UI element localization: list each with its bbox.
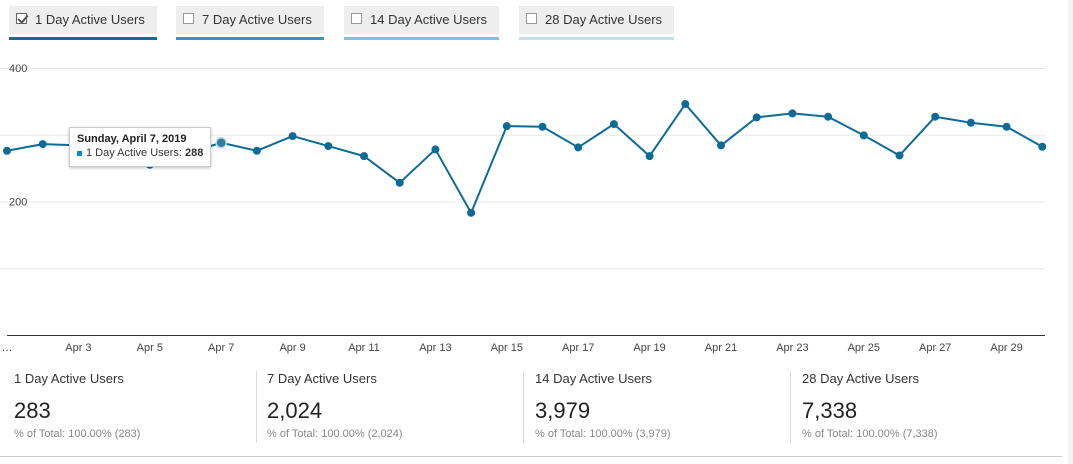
data-point	[431, 145, 440, 154]
x-tick-label: Apr 29	[990, 342, 1022, 354]
tab-label: 1 Day Active Users	[35, 12, 145, 27]
y-tick-label: 200	[9, 197, 27, 209]
series-line	[6, 103, 1043, 214]
scorecard-label: 28 Day Active Users	[802, 371, 920, 386]
scorecard-28-day[interactable]: 28 Day Active Users 7,338 % of Total: 10…	[788, 363, 1058, 443]
scorecard-14-day[interactable]: 14 Day Active Users 3,979 % of Total: 10…	[521, 363, 790, 443]
x-tick-label: Apr 3	[65, 342, 91, 354]
tooltip-value: 288	[185, 147, 204, 159]
divider	[523, 371, 524, 443]
data-point	[931, 112, 940, 121]
hovered-data-point	[215, 137, 227, 149]
x-tick-label: Apr 15	[491, 342, 523, 354]
scorecard-1-day[interactable]: 1 Day Active Users 283 % of Total: 100.0…	[0, 363, 256, 443]
tab-label: 14 Day Active Users	[370, 12, 488, 27]
series-square-icon	[77, 150, 82, 156]
scorecard-value: 283	[14, 398, 51, 423]
tab-underline	[9, 37, 157, 40]
x-tick-label: Apr 7	[208, 342, 234, 354]
data-point	[395, 178, 404, 187]
x-tick-label: Apr 9	[279, 342, 305, 354]
data-point	[467, 208, 476, 217]
scorecard-7-day[interactable]: 7 Day Active Users 2,024 % of Total: 100…	[253, 363, 523, 443]
data-point	[752, 113, 761, 122]
x-tick-label: Apr 19	[633, 342, 665, 354]
data-point	[538, 122, 547, 131]
checkbox-icon[interactable]	[526, 13, 537, 24]
x-tick-label: Apr 27	[919, 342, 951, 354]
tab-label: 28 Day Active Users	[545, 12, 663, 27]
scorecard-label: 14 Day Active Users	[535, 371, 653, 386]
checkbox-icon[interactable]	[16, 13, 27, 24]
data-point	[502, 122, 511, 131]
tab-7-day-active-users[interactable]: 7 Day Active Users	[176, 6, 324, 40]
tab-underline	[176, 37, 324, 40]
x-tick-label: Apr 5	[137, 342, 163, 354]
tab-14-day-active-users[interactable]: 14 Day Active Users	[344, 6, 499, 40]
data-point	[324, 142, 333, 151]
bottom-divider	[0, 456, 1062, 457]
divider	[790, 371, 791, 443]
tab-underline	[519, 37, 674, 40]
scorecard-percent: % of Total: 100.00% (283)	[14, 428, 141, 440]
scorecards: 1 Day Active Users 283 % of Total: 100.0…	[0, 363, 1062, 457]
tooltip-line: 1 Day Active Users: 288	[77, 147, 210, 159]
checkbox-icon[interactable]	[351, 13, 362, 24]
data-point	[360, 152, 368, 161]
data-point	[252, 146, 261, 155]
divider	[256, 371, 257, 443]
x-tick-label: Apr 23	[776, 342, 808, 354]
data-point	[574, 143, 583, 152]
data-point	[645, 152, 654, 161]
scorecard-value: 3,979	[535, 398, 591, 423]
data-point	[288, 132, 297, 141]
tooltip-title: Sunday, April 7, 2019	[77, 133, 187, 145]
data-point	[788, 109, 797, 118]
data-point	[824, 112, 833, 121]
tab-label: 7 Day Active Users	[202, 12, 312, 27]
data-point	[1002, 122, 1011, 131]
checkbox-icon[interactable]	[183, 13, 194, 24]
y-tick-label: 400	[9, 63, 27, 75]
scorecard-percent: % of Total: 100.00% (2,024)	[267, 428, 403, 440]
scorecard-percent: % of Total: 100.00% (7,338)	[802, 428, 938, 440]
line-chart[interactable]: 400 200 … Apr 3 Apr 5 Apr 7 Apr 9 Apr 11 Apr 13 A…	[0, 55, 1050, 355]
scorecard-label: 1 Day Active Users	[14, 371, 124, 386]
x-tick-label: Apr 25	[848, 342, 880, 354]
data-point	[38, 140, 47, 149]
data-point	[859, 131, 868, 140]
x-tick-label: …	[2, 342, 13, 354]
scorecard-value: 2,024	[267, 398, 323, 423]
tooltip-series: 1 Day Active Users:	[86, 147, 182, 159]
data-point	[1038, 142, 1047, 151]
data-point	[3, 146, 11, 155]
x-tick-label: Apr 21	[705, 342, 737, 354]
scorecard-value: 7,338	[802, 398, 858, 423]
chart-tooltip: Sunday, April 7, 2019 1 Day Active Users…	[69, 127, 211, 167]
scrollbar[interactable]	[1068, 0, 1073, 464]
x-tick-label: Apr 11	[348, 342, 380, 354]
data-point	[681, 100, 690, 109]
scorecard-percent: % of Total: 100.00% (3,979)	[535, 428, 671, 440]
tab-1-day-active-users[interactable]: 1 Day Active Users	[9, 6, 157, 40]
data-point	[895, 151, 904, 160]
x-tick-label: Apr 13	[419, 342, 451, 354]
x-tick-label: Apr 17	[562, 342, 594, 354]
tab-28-day-active-users[interactable]: 28 Day Active Users	[519, 6, 674, 40]
data-point	[717, 141, 725, 150]
scorecard-label: 7 Day Active Users	[267, 371, 377, 386]
data-point	[609, 120, 618, 129]
tab-underline	[344, 37, 499, 40]
data-point	[966, 118, 975, 127]
